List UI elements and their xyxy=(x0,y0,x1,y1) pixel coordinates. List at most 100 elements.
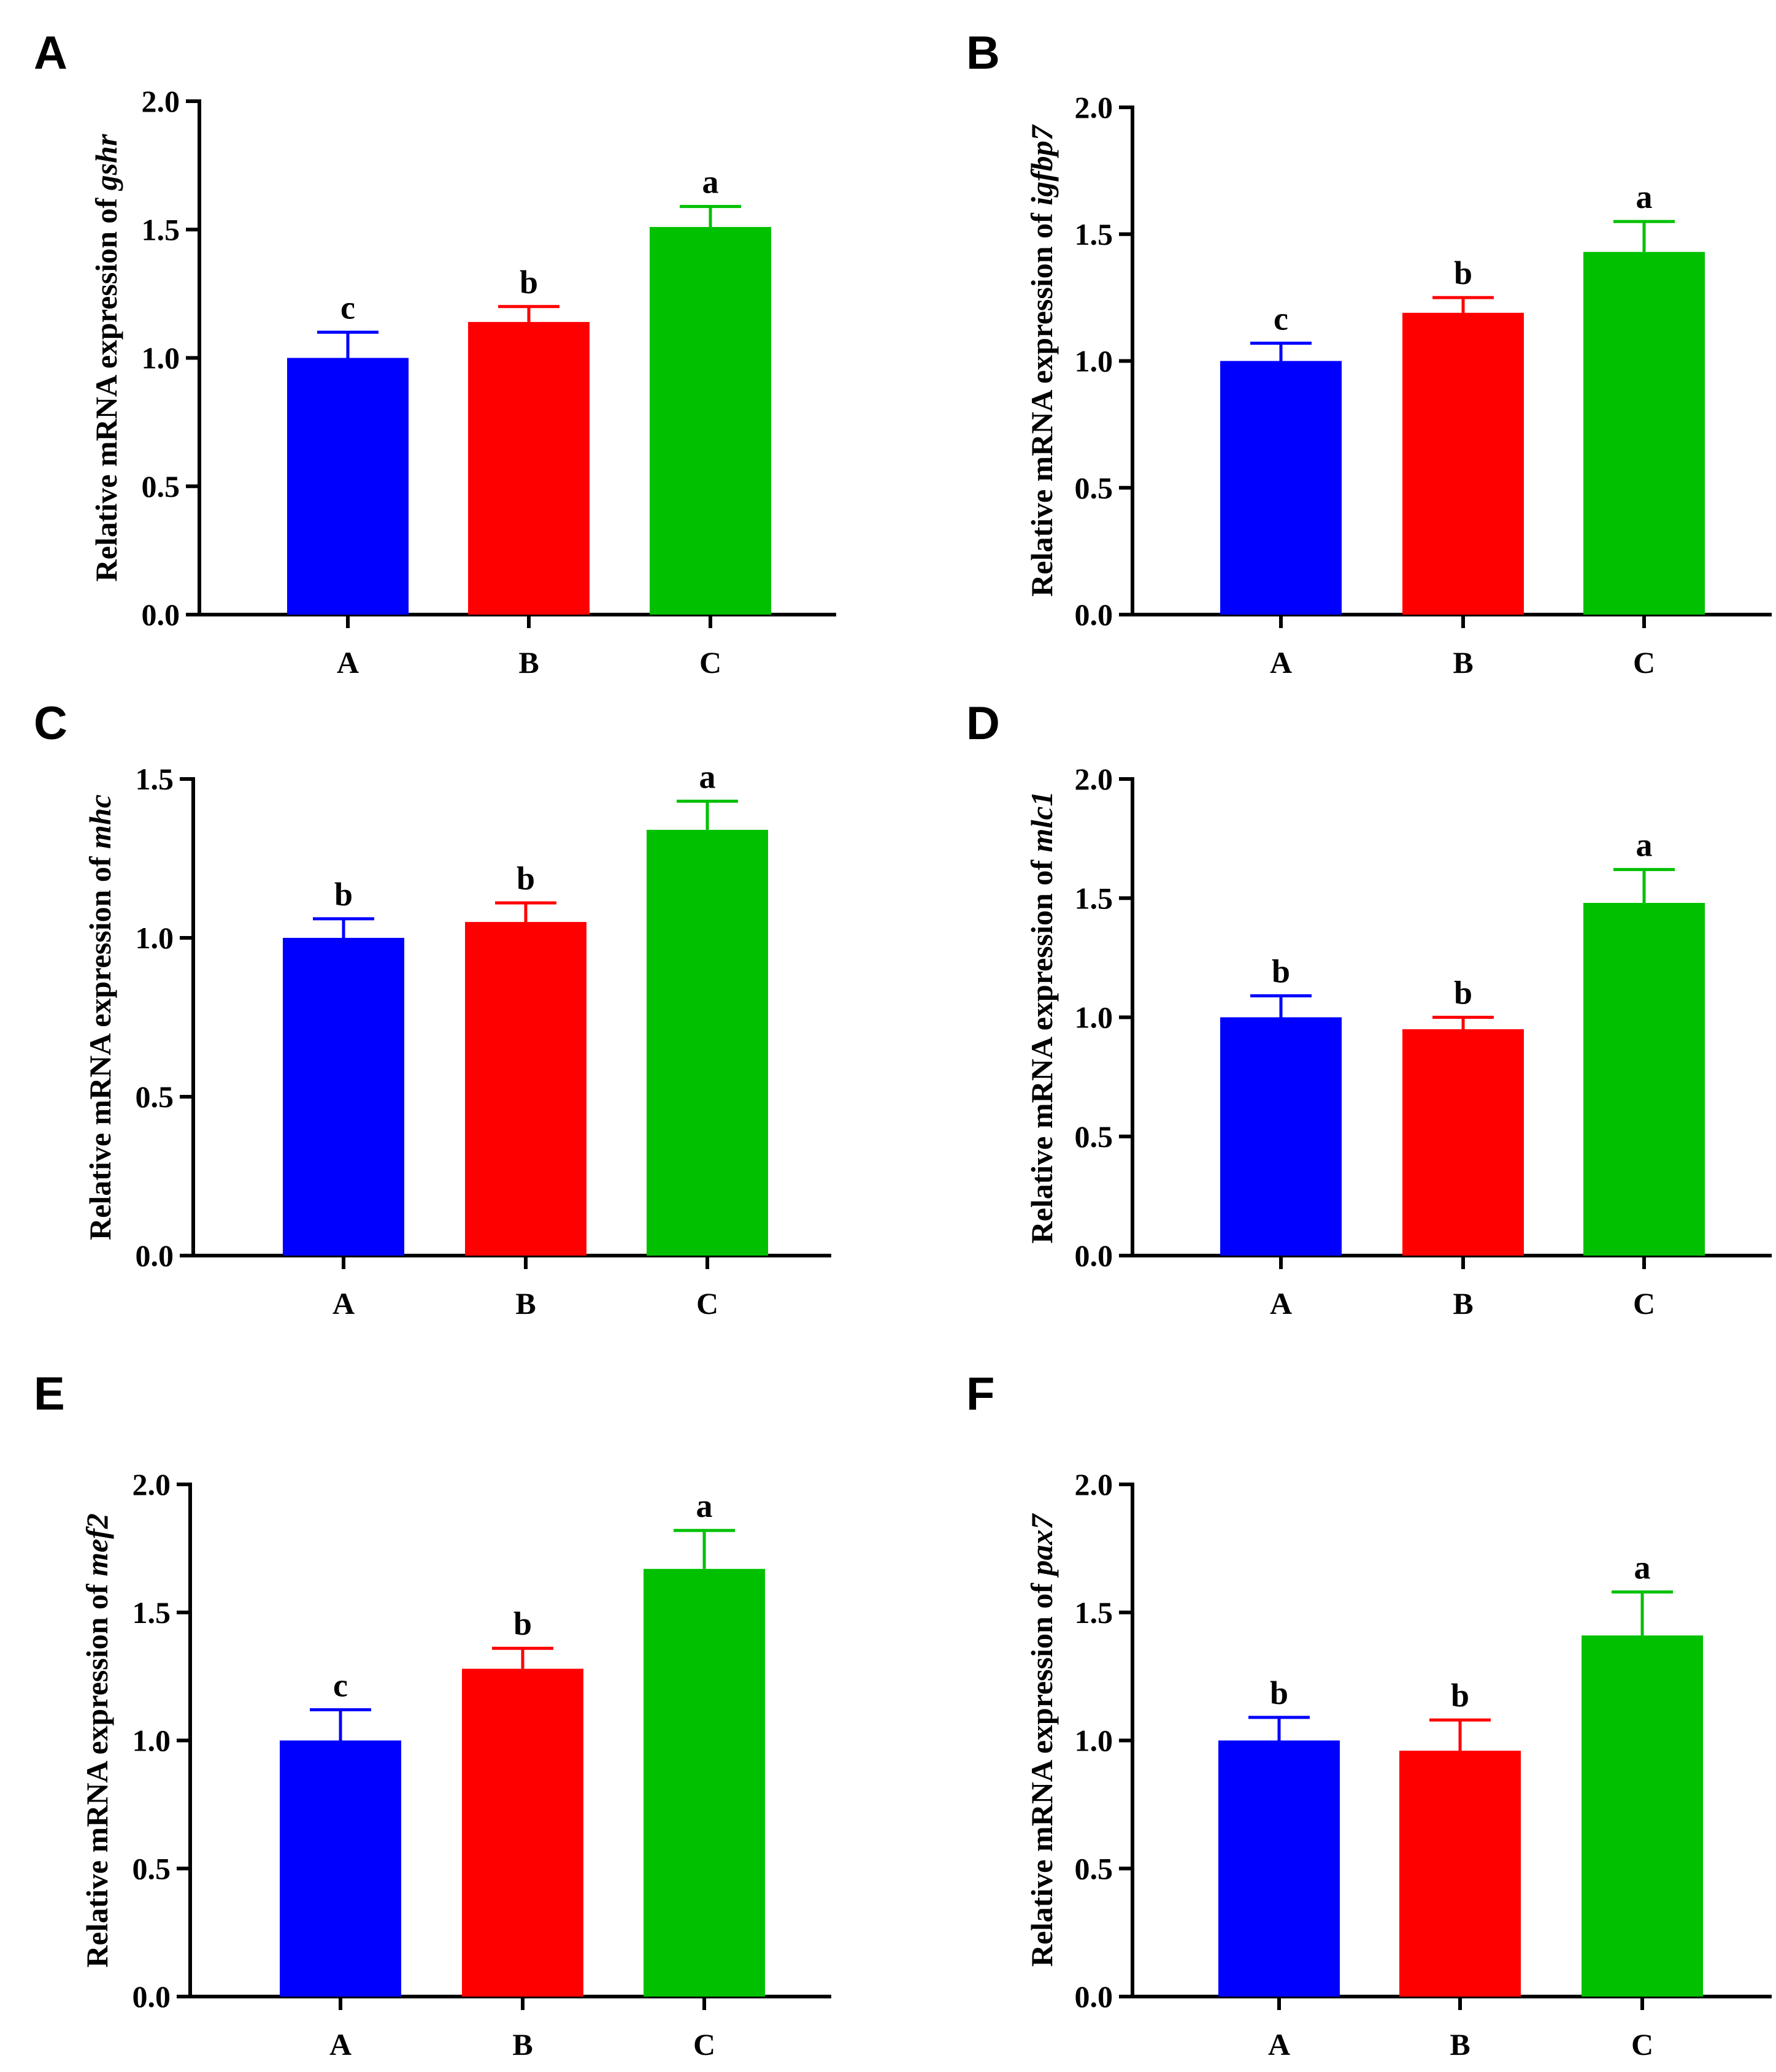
significance-label: b xyxy=(520,264,538,301)
significance-label: a xyxy=(1636,178,1653,215)
bar xyxy=(1402,1029,1524,1256)
panel-e: E 0.0 0.5 1.0 1.5 2.0 c Ab Ba C Relative mRNA expr… xyxy=(34,1368,831,2062)
y-axis-label: Relative mRNA expression of mhc xyxy=(83,794,117,1240)
significance-label: b xyxy=(1454,255,1472,291)
bar xyxy=(1402,312,1524,615)
y-axis-label-gene: pax7 xyxy=(1024,1513,1059,1578)
y-axis-label-gene: mhc xyxy=(83,794,117,849)
x-tick-label: A xyxy=(333,1286,355,1321)
y-tick-label: 0.5 xyxy=(136,1080,174,1114)
panel-letter: C xyxy=(34,697,67,750)
x-tick-label: C xyxy=(1631,2027,1653,2062)
significance-label: c xyxy=(340,290,355,326)
bar xyxy=(465,922,586,1256)
significance-label: a xyxy=(702,164,719,201)
y-tick-label: 0.0 xyxy=(142,597,180,632)
y-tick-label: 0.5 xyxy=(1075,470,1113,505)
y-tick-label: 1.5 xyxy=(1075,1595,1113,1630)
significance-label: a xyxy=(1634,1549,1651,1586)
y-tick-label: 2.0 xyxy=(142,84,180,118)
bar xyxy=(647,829,768,1256)
x-tick-label: C xyxy=(1633,1286,1655,1321)
x-tick-label: B xyxy=(518,645,539,680)
y-tick-label: 1.5 xyxy=(1075,217,1113,251)
y-tick-label: 2.0 xyxy=(1075,90,1113,125)
y-tick-label: 2.0 xyxy=(133,1467,171,1502)
significance-label: a xyxy=(699,758,716,795)
y-axis-label: Relative mRNA expression of gshr xyxy=(89,134,123,581)
y-tick-label: 0.0 xyxy=(1075,1979,1113,2014)
panel-a: A 0.0 0.5 1.0 1.5 2.0 c Ab Ba C Relative mRNA expr… xyxy=(34,27,836,680)
panel-letter: A xyxy=(34,27,67,79)
significance-label: b xyxy=(1451,1677,1469,1714)
bar xyxy=(1220,361,1342,615)
x-tick-label: B xyxy=(1453,1286,1473,1321)
x-tick-label: B xyxy=(512,2027,532,2062)
y-tick-label: 1.0 xyxy=(133,1724,171,1758)
panel-letter: E xyxy=(34,1368,65,1420)
y-tick-label: 1.0 xyxy=(136,921,174,955)
x-tick-label: B xyxy=(515,1286,536,1321)
y-axis-label-prefix: Relative mRNA expression of xyxy=(89,190,123,581)
y-tick-label: 1.0 xyxy=(1075,1000,1113,1035)
x-tick-label: A xyxy=(1270,1286,1292,1321)
y-tick-label: 0.0 xyxy=(136,1238,174,1273)
y-tick-label: 1.0 xyxy=(1075,1724,1113,1758)
significance-label: c xyxy=(1274,301,1288,337)
bar xyxy=(1399,1751,1521,1997)
y-tick-label: 1.5 xyxy=(142,212,180,247)
y-tick-label: 0.5 xyxy=(1075,1851,1113,1886)
x-tick-label: B xyxy=(1453,645,1473,680)
significance-label: b xyxy=(517,860,535,897)
bar xyxy=(1583,903,1705,1256)
y-tick-label: 1.5 xyxy=(136,762,174,796)
x-tick-label: A xyxy=(337,645,359,680)
bar xyxy=(650,227,771,615)
y-tick-label: 1.5 xyxy=(1075,881,1113,915)
y-tick-label: 1.0 xyxy=(142,341,180,375)
x-tick-label: C xyxy=(696,1286,718,1321)
bar xyxy=(1582,1635,1703,1997)
y-tick-label: 0.0 xyxy=(1075,597,1113,632)
y-tick-label: 2.0 xyxy=(1075,1467,1113,1502)
y-tick-label: 0.5 xyxy=(142,469,180,504)
bar xyxy=(468,321,590,615)
panel-d: D 0.0 0.5 1.0 1.5 2.0 b Ab Ba C Relative mRNA expr… xyxy=(966,697,1772,1321)
x-tick-label: A xyxy=(329,2027,352,2062)
significance-label: b xyxy=(513,1605,532,1642)
panel-f: F 0.0 0.5 1.0 1.5 2.0 b Ab Ba C Relative mRNA expr… xyxy=(966,1368,1772,2062)
y-axis-label: Relative mRNA expression of igfbp7 xyxy=(1024,124,1059,596)
y-tick-label: 1.0 xyxy=(1075,344,1113,378)
y-tick-label: 2.0 xyxy=(1075,762,1113,796)
y-tick-label: 0.0 xyxy=(133,1979,171,2014)
bar xyxy=(283,938,404,1256)
y-axis-label: Relative mRNA expression of pax7 xyxy=(1024,1513,1059,1967)
y-tick-label: 1.5 xyxy=(133,1595,171,1630)
x-tick-label: B xyxy=(1450,2027,1470,2062)
bar xyxy=(287,358,409,615)
bar xyxy=(280,1740,401,1997)
y-tick-label: 0.5 xyxy=(133,1851,171,1886)
y-axis-label-gene: igfbp7 xyxy=(1024,124,1059,205)
y-axis-label-prefix: Relative mRNA expression of xyxy=(80,1576,114,1968)
x-tick-label: A xyxy=(1268,2027,1290,2062)
significance-label: b xyxy=(1270,1675,1288,1711)
significance-label: b xyxy=(334,876,353,913)
y-axis-label-prefix: Relative mRNA expression of xyxy=(1024,205,1059,597)
significance-label: b xyxy=(1272,953,1290,990)
y-axis-label-prefix: Relative mRNA expression of xyxy=(83,849,117,1240)
y-axis-label-gene: mef2 xyxy=(80,1513,114,1576)
y-axis-label-prefix: Relative mRNA expression of xyxy=(1024,853,1059,1244)
panel-letter: B xyxy=(966,27,1000,79)
panel-letter: D xyxy=(966,697,1000,750)
y-tick-label: 0.0 xyxy=(1075,1238,1113,1273)
x-tick-label: C xyxy=(693,2027,715,2062)
panel-b: B 0.0 0.5 1.0 1.5 2.0 c Ab Ba C Relative mRNA expr… xyxy=(966,27,1772,680)
bar xyxy=(1220,1017,1342,1256)
y-axis-label: Relative mRNA expression of mef2 xyxy=(80,1513,114,1968)
y-axis-label-gene: mlc1 xyxy=(1024,791,1059,853)
bar xyxy=(462,1668,583,1997)
y-axis-label-prefix: Relative mRNA expression of xyxy=(1024,1576,1059,1967)
significance-label: a xyxy=(696,1487,713,1524)
